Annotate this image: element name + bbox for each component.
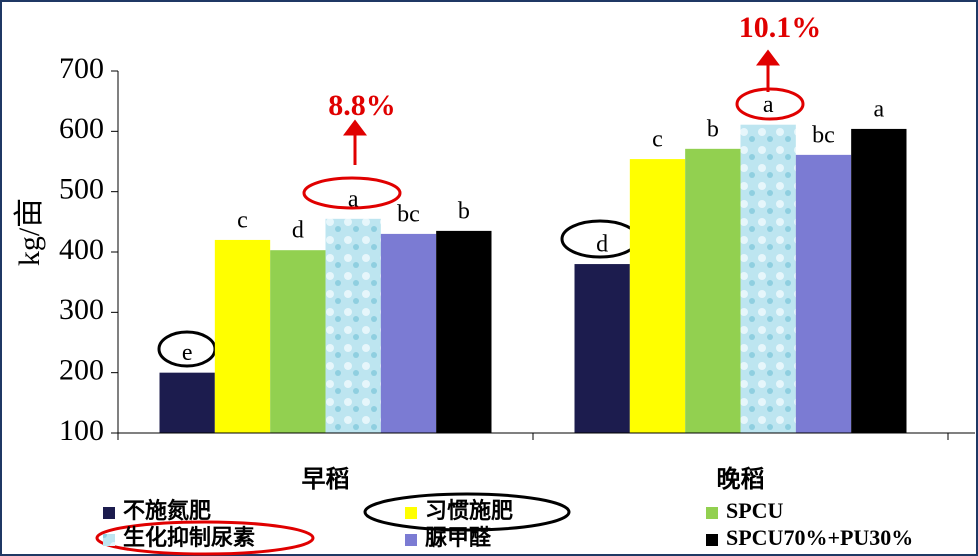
- bar: [325, 218, 381, 433]
- legend-label: 脲甲醛: [425, 525, 492, 550]
- annotation: 8.8%: [328, 89, 396, 122]
- legend-label: 不施氮肥: [123, 498, 211, 523]
- bar-letter: a: [874, 96, 885, 122]
- bar-letter: c: [237, 207, 248, 233]
- y-tick-label: 200: [59, 354, 104, 387]
- bar-letter: bc: [397, 201, 420, 227]
- bar: [159, 372, 215, 433]
- bar-letter: e: [182, 340, 193, 366]
- bar-letter: d: [596, 232, 608, 258]
- bar-letter: a: [348, 186, 359, 212]
- x-tick-label: 早稻: [302, 465, 350, 493]
- bar: [685, 148, 741, 433]
- bar: [851, 128, 907, 434]
- legend-swatch: [405, 507, 417, 519]
- legend-label: SPCU70%+PU30%: [726, 525, 913, 550]
- y-tick-label: 600: [59, 112, 104, 145]
- y-tick-label: 700: [59, 52, 104, 85]
- legend-label: 生化抑制尿素: [123, 525, 255, 550]
- legend-swatch: [103, 507, 115, 519]
- bar: [270, 250, 326, 433]
- bar: [740, 124, 796, 434]
- legend-swatch: [706, 507, 718, 519]
- bar: [214, 239, 271, 433]
- bar-letter: b: [458, 198, 470, 224]
- bar-letter: b: [707, 116, 719, 142]
- y-tick-label: 100: [59, 414, 104, 447]
- plot: 100 200 300 400 500 600 700 早稻 e c d a bc b 晚稻 d c b a bc a 不…: [59, 52, 975, 550]
- arrows: [343, 49, 780, 165]
- y-tick-label: 300: [59, 293, 104, 326]
- y-axis-label: kg/亩: [13, 198, 46, 266]
- legend-label: SPCU: [726, 498, 784, 523]
- y-tick-label: 500: [59, 173, 104, 206]
- bar: [380, 233, 437, 433]
- bar-letter: bc: [812, 122, 835, 148]
- x-tick-label: 晚稻: [717, 465, 765, 493]
- bar-letter: c: [652, 127, 663, 153]
- bar-letter: a: [763, 92, 774, 118]
- legend-swatch: [103, 534, 115, 546]
- bar: [629, 159, 686, 433]
- legend-swatch: [706, 534, 718, 546]
- bar: [795, 154, 852, 433]
- y-tick-label: 400: [59, 233, 104, 266]
- annotation: 10.1%: [739, 11, 822, 44]
- bar-letter: d: [292, 218, 304, 244]
- bar: [574, 264, 630, 433]
- legend-swatch: [405, 534, 417, 546]
- bar: [436, 230, 492, 433]
- legend-label: 习惯施肥: [425, 498, 513, 523]
